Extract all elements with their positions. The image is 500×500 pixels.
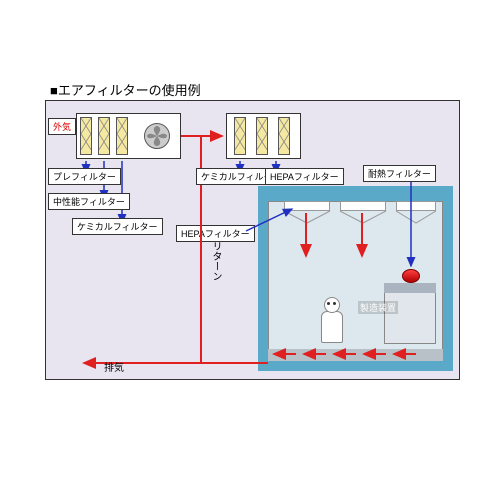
heat-filter-icon bbox=[402, 269, 420, 283]
label-hepa-1: HEPAフィルター bbox=[265, 168, 344, 185]
ceiling-filter-2 bbox=[340, 201, 386, 211]
label-outside-air: 外気 bbox=[48, 118, 76, 135]
label-pre-filter: プレフィルター bbox=[48, 168, 121, 185]
label-return: リターン bbox=[208, 241, 223, 281]
filter-chem-1 bbox=[116, 117, 128, 155]
label-mfg-equip: 製造装置 bbox=[358, 301, 398, 314]
fan-icon bbox=[144, 123, 170, 149]
filter-hepa-a bbox=[256, 117, 268, 155]
ceiling-filter-3 bbox=[396, 201, 436, 211]
diagram-title: ■エアフィルターの使用例 bbox=[50, 80, 201, 99]
label-chem-filter-1: ケミカルフィルター bbox=[72, 218, 163, 235]
filter-hepa-b bbox=[278, 117, 290, 155]
label-heat-filter: 耐熱フィルター bbox=[363, 165, 436, 182]
robot-eye-r bbox=[333, 302, 336, 305]
mfg-equipment bbox=[384, 289, 436, 344]
robot-head bbox=[324, 297, 340, 313]
label-hepa-2: HEPAフィルター bbox=[176, 225, 255, 242]
label-mid-filter: 中性能フィルター bbox=[48, 193, 130, 210]
robot-body bbox=[321, 311, 343, 343]
diagram-canvas: HEPAフィルター 製造装置 bbox=[45, 100, 460, 380]
filter-mid bbox=[98, 117, 110, 155]
filter-chem-2 bbox=[234, 117, 246, 155]
label-exhaust: 排気 bbox=[104, 359, 124, 374]
cleanroom-floor bbox=[268, 349, 443, 361]
ceiling-filter-1 bbox=[284, 201, 330, 211]
robot-eye-l bbox=[327, 302, 330, 305]
filter-pre bbox=[80, 117, 92, 155]
mfg-equipment-top bbox=[384, 283, 436, 293]
